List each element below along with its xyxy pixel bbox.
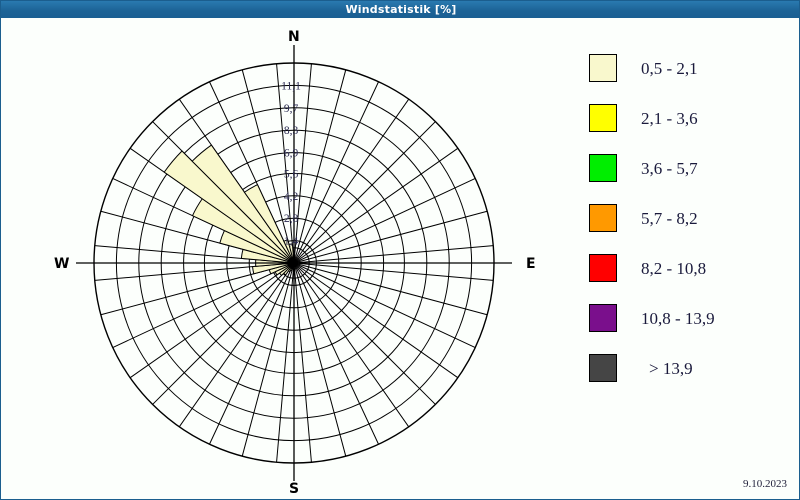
grid-spoke <box>178 262 295 428</box>
grid-spoke <box>293 69 347 264</box>
grid-spoke <box>293 262 459 379</box>
grid-spoke <box>129 262 295 379</box>
radial-tick-label: 9,7 <box>284 103 299 115</box>
wind-rose-petal <box>243 184 295 264</box>
window-title: Windstatistik [%] <box>345 3 457 16</box>
radial-tick-labels: 1,4 2,8 4,2 5,6 6,9 8,3 9,7 11,1 <box>281 80 301 247</box>
grid-spoke <box>293 262 347 457</box>
legend-item[interactable]: 3,6 - 5,7 <box>589 143 789 193</box>
legend-color-swatch <box>589 154 617 182</box>
radial-tick-label: 2,8 <box>284 213 299 225</box>
legend-item-label: 8,2 - 10,8 <box>641 258 707 278</box>
wind-rose-petals <box>163 144 297 277</box>
grid-spoke <box>152 262 295 405</box>
legend-color-swatch <box>589 254 617 282</box>
compass-label-north: N <box>288 29 300 45</box>
grid-spoke <box>293 245 494 264</box>
grid-spoke <box>276 262 295 463</box>
legend-item-label: 5,7 - 8,2 <box>641 208 698 228</box>
grid-spoke <box>293 81 379 264</box>
radial-tick-label: 11,1 <box>281 80 301 92</box>
grid-spoke <box>241 262 295 457</box>
legend-item[interactable]: 5,7 - 8,2 <box>589 193 789 243</box>
grid-spoke <box>293 147 459 264</box>
legend-item[interactable]: 2,1 - 3,6 <box>589 93 789 143</box>
legend-item[interactable]: 10,8 - 13,9 <box>589 293 789 343</box>
legend-item-label: 0,5 - 2,1 <box>641 58 698 78</box>
legend-color-swatch <box>589 354 617 382</box>
grid-spoke <box>209 262 295 445</box>
grid-spoke <box>293 262 436 405</box>
window-title-bar: Windstatistik [%] <box>1 1 799 18</box>
legend-item[interactable]: 0,5 - 2,1 <box>589 43 789 93</box>
wind-rose-petal <box>288 243 295 264</box>
legend-item[interactable]: > 13,9 <box>589 343 789 393</box>
speed-bin-legend: 0,5 - 2,1 2,1 - 3,6 3,6 - 5,7 5,7 - 8,2 8,2 … <box>589 43 789 393</box>
legend-color-swatch <box>589 104 617 132</box>
grid-spoke <box>276 63 295 264</box>
grid-spoke <box>293 98 410 264</box>
compass-label-east: E <box>526 256 536 272</box>
polar-axis-layer <box>76 45 512 481</box>
chart-date: 9.10.2023 <box>743 478 787 490</box>
grid-spoke <box>293 262 494 281</box>
grid-spoke <box>293 262 379 445</box>
wind-rose-svg: 1,4 2,8 4,2 5,6 6,9 8,3 9,7 11,1 <box>76 45 512 481</box>
wind-rose-petal <box>252 262 295 275</box>
wind-rose-petal <box>283 239 295 264</box>
grid-spoke <box>241 69 295 264</box>
legend-color-swatch <box>589 204 617 232</box>
legend-color-swatch <box>589 54 617 82</box>
grid-spoke <box>293 262 410 428</box>
legend-color-swatch <box>589 304 617 332</box>
radial-tick-label: 6,9 <box>284 148 299 160</box>
legend-item-label: 10,8 - 13,9 <box>641 308 715 328</box>
grid-spoke <box>293 262 476 348</box>
compass-label-west: W <box>54 256 70 272</box>
compass-label-south: S <box>289 481 300 497</box>
grid-spoke <box>293 63 312 264</box>
grid-spoke <box>293 121 436 264</box>
legend-item-label: 3,6 - 5,7 <box>641 158 698 178</box>
legend-item-label: > 13,9 <box>649 358 693 378</box>
radial-tick-label: 8,3 <box>284 125 299 137</box>
grid-spoke <box>293 262 488 316</box>
wind-rose-petal <box>163 150 295 264</box>
radial-tick-label: 1,4 <box>284 236 299 248</box>
grid-spoke <box>293 262 312 463</box>
legend-item[interactable]: 8,2 - 10,8 <box>589 243 789 293</box>
grid-spoke <box>293 178 476 264</box>
grid-spoke <box>293 210 488 264</box>
radial-tick-label: 5,6 <box>284 168 299 180</box>
wind-rose-chart: 1,4 2,8 4,2 5,6 6,9 8,3 9,7 11,1 <box>1 18 566 499</box>
wind-rose-petal <box>191 144 295 264</box>
radial-tick-label: 4,2 <box>284 191 299 203</box>
legend-item-label: 2,1 - 3,6 <box>641 108 698 128</box>
grid-spoke <box>112 262 295 348</box>
